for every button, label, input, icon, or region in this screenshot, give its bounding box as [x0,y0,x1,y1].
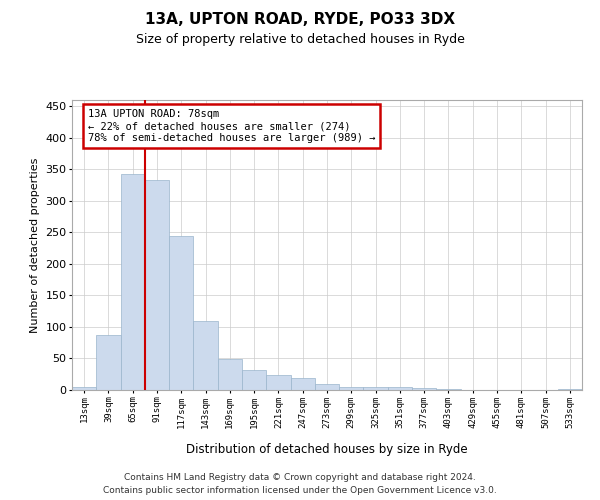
Bar [169,236,193,390]
Bar [193,322,218,390]
Bar [72,387,96,390]
Bar [218,359,242,390]
Text: Size of property relative to detached houses in Ryde: Size of property relative to detached ho… [136,32,464,46]
Bar [412,388,436,390]
Bar [315,384,339,390]
Bar [266,375,290,390]
Text: Contains HM Land Registry data © Crown copyright and database right 2024.: Contains HM Land Registry data © Crown c… [124,472,476,482]
Bar [242,370,266,390]
Y-axis label: Number of detached properties: Number of detached properties [30,158,40,332]
Bar [339,387,364,390]
Bar [121,174,145,390]
Bar [290,378,315,390]
Bar [388,388,412,390]
Text: 13A UPTON ROAD: 78sqm
← 22% of detached houses are smaller (274)
78% of semi-det: 13A UPTON ROAD: 78sqm ← 22% of detached … [88,110,375,142]
Text: Contains public sector information licensed under the Open Government Licence v3: Contains public sector information licen… [103,486,497,495]
Text: 13A, UPTON ROAD, RYDE, PO33 3DX: 13A, UPTON ROAD, RYDE, PO33 3DX [145,12,455,28]
Bar [96,334,121,390]
Bar [364,388,388,390]
Text: Distribution of detached houses by size in Ryde: Distribution of detached houses by size … [186,442,468,456]
Bar [145,180,169,390]
